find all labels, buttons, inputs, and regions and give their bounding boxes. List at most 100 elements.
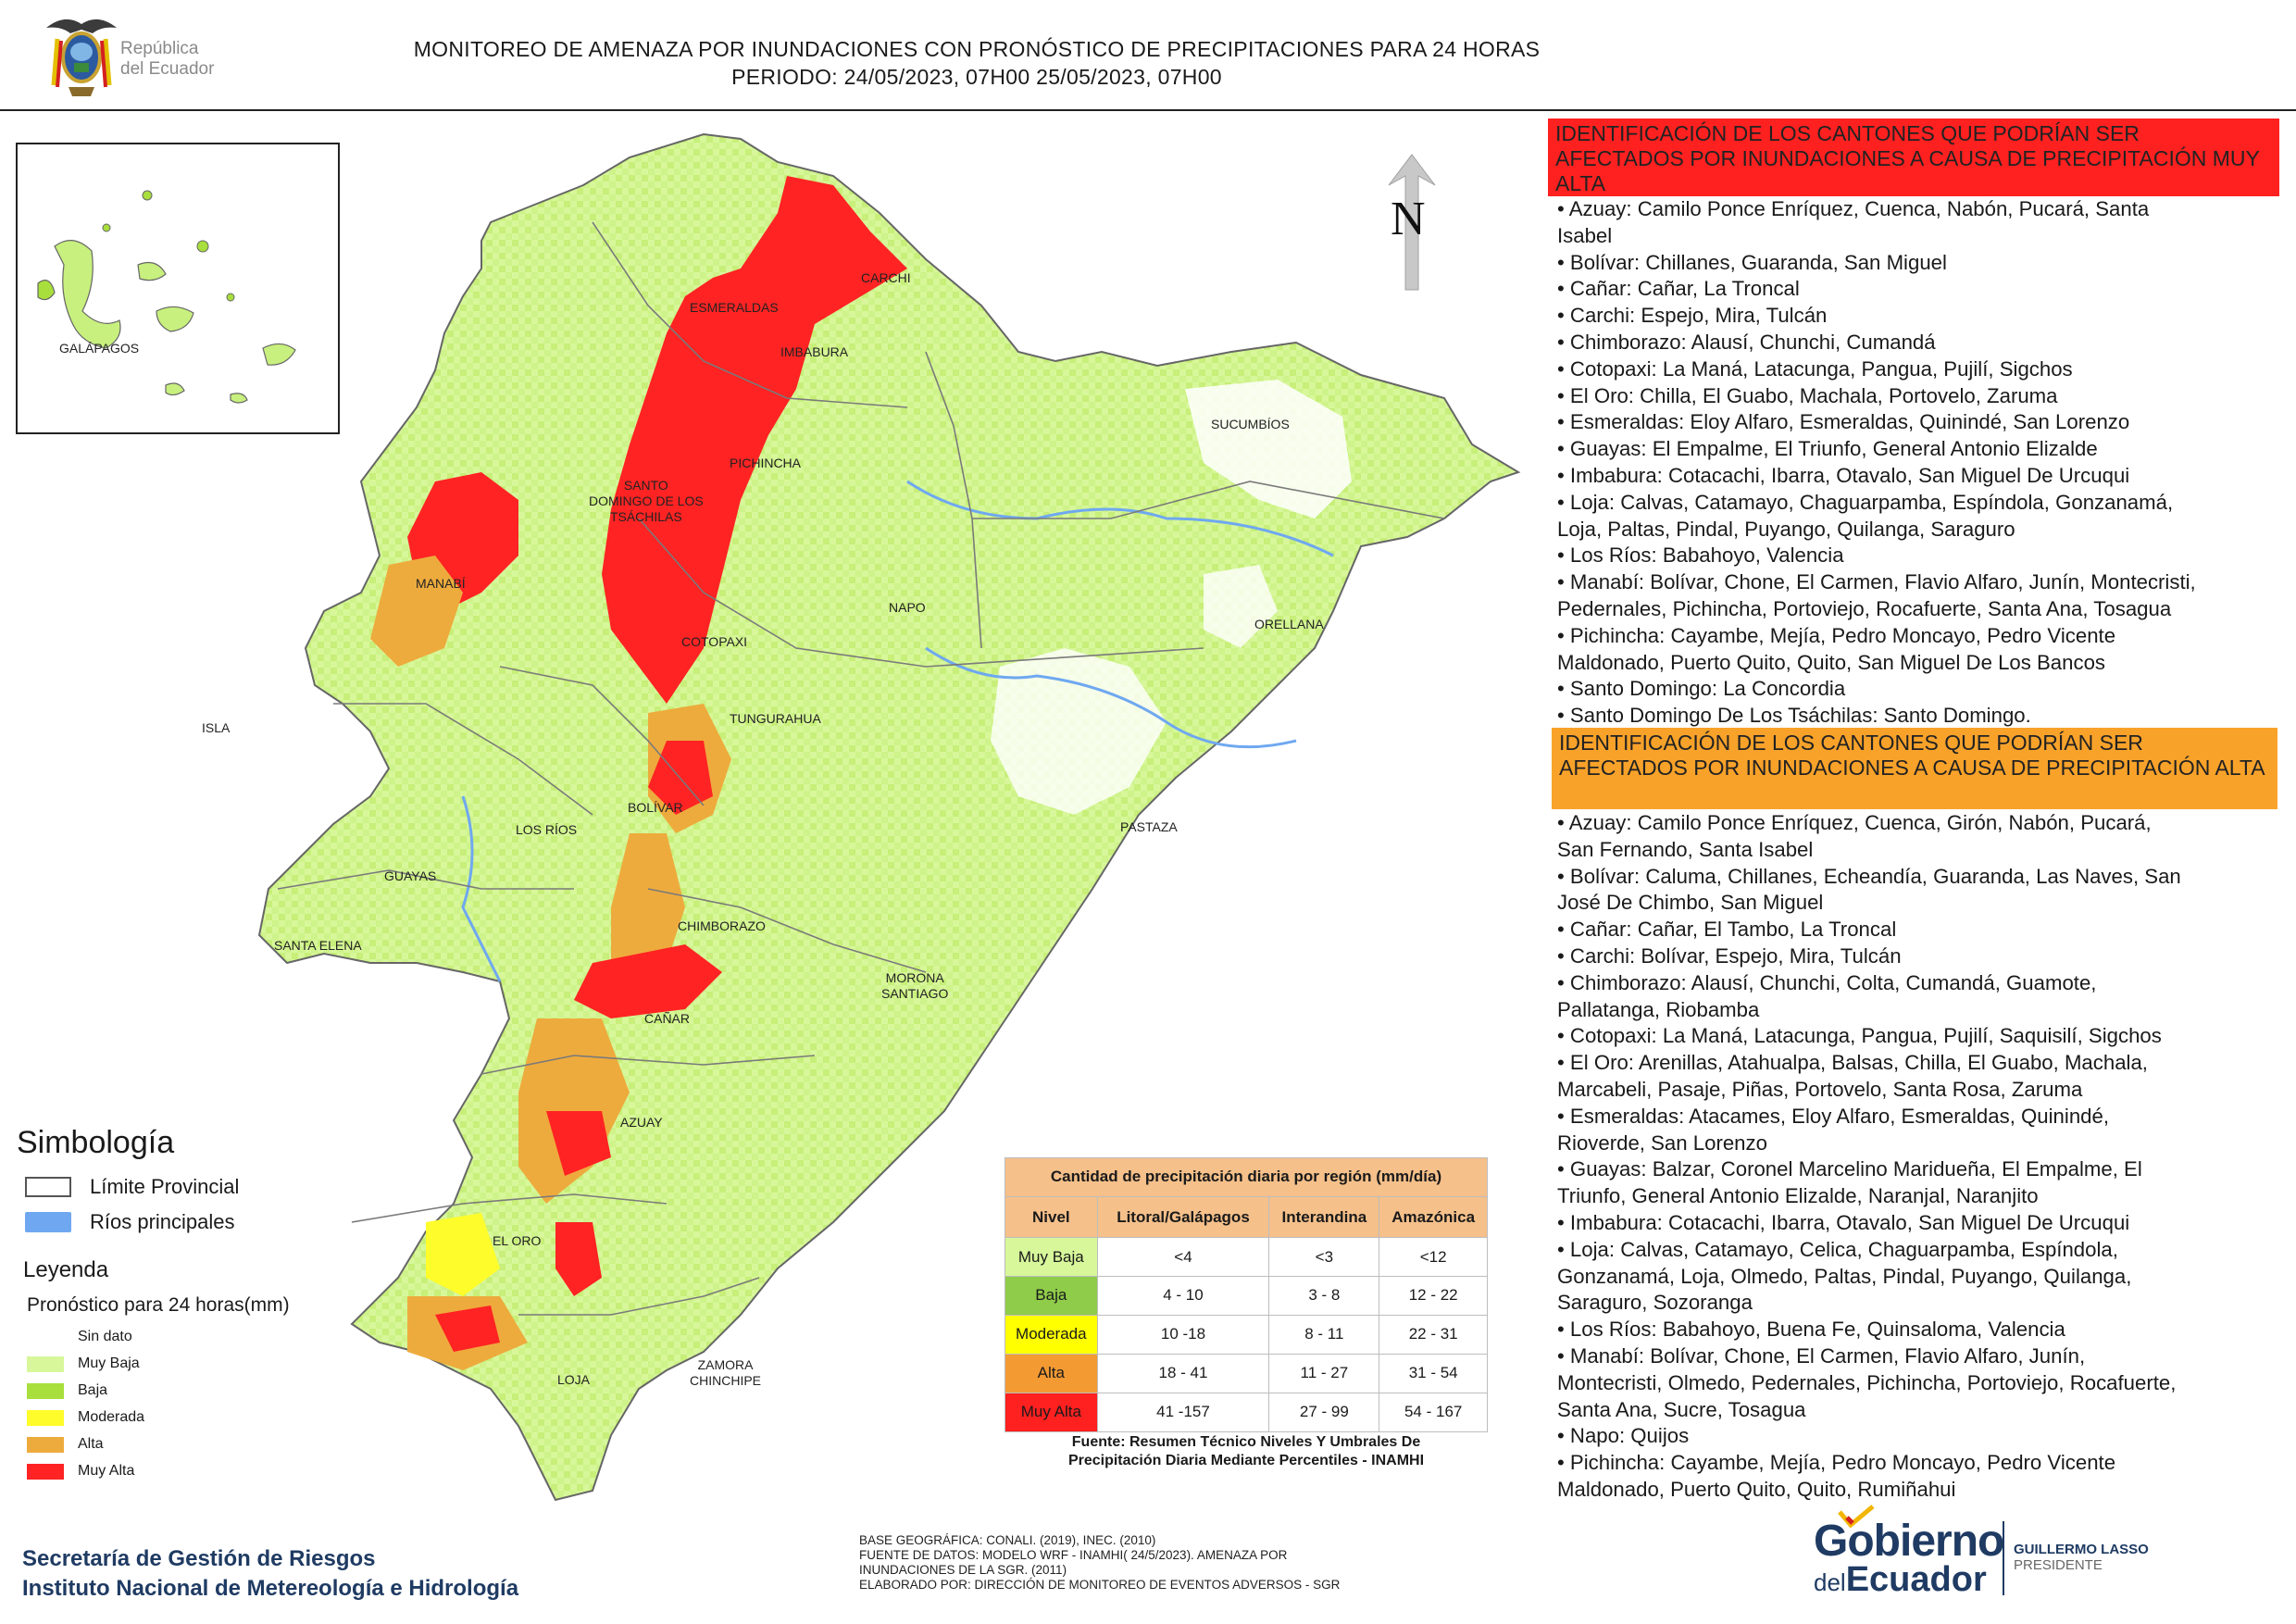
label-sucumbios: SUCUMBÍOS — [1211, 417, 1290, 431]
footer-note: BASE GEOGRÁFICA: CONALI. (2019), INEC. (… — [859, 1533, 1156, 1547]
table-cell: 12 - 22 — [1379, 1276, 1488, 1316]
logo-text-line1: República — [120, 39, 199, 58]
legend-item: Alta — [27, 1434, 104, 1455]
table-row: Baja 4 - 10 3 - 8 12 - 22 — [1004, 1276, 1488, 1316]
list-item: Montecristi, Olmedo, Pedernales, Pichinc… — [1557, 1370, 2177, 1394]
list-item: • Napo: Quijos — [1557, 1424, 1690, 1448]
label-loja: LOJA — [557, 1372, 591, 1387]
list-item: Rioverde, San Lorenzo — [1557, 1131, 1767, 1155]
republica-logo: República del Ecuador — [37, 11, 259, 100]
table-cell: 27 - 99 — [1268, 1392, 1380, 1433]
san-cristobal-island — [262, 343, 296, 366]
symbol-main-rivers: Ríos principales — [25, 1210, 235, 1234]
table-row: Moderada 10 -18 8 - 11 22 - 31 — [1004, 1314, 1488, 1355]
river-line — [461, 795, 502, 982]
legend-swatch — [27, 1436, 64, 1453]
list-item: • Guayas: El Empalme, El Triunfo, Genera… — [1557, 437, 2098, 461]
label-los-rios: LOS RÍOS — [516, 822, 578, 837]
alta-zone — [370, 556, 463, 667]
legend-swatch — [27, 1329, 64, 1345]
label-carchi: CARCHI — [861, 270, 911, 285]
list-item: Pedernales, Pichincha, Portoviejo, Rocaf… — [1557, 596, 2172, 620]
list-item: Pallatanga, Riobamba — [1557, 997, 1760, 1021]
list-item: Maldonado, Puerto Quito, Quito, Rumiñahu… — [1557, 1477, 1956, 1501]
label-cotopaxi: COTOPAXI — [681, 634, 748, 649]
label-manabi: MANABÍ — [416, 576, 466, 591]
label-esmeraldas: ESMERALDAS — [690, 300, 779, 315]
north-arrow: N — [1379, 153, 1444, 292]
list-item: • Manabí: Bolívar, Chone, El Carmen, Fla… — [1557, 1343, 2086, 1368]
list-item: • El Oro: Chilla, El Guabo, Machala, Por… — [1557, 383, 2058, 407]
org-inamhi: Instituto Nacional de Metereología e Hid… — [22, 1576, 519, 1601]
list-item: • El Oro: Arenillas, Atahualpa, Balsas, … — [1557, 1051, 2148, 1075]
footer-organizations: Secretaría de Gestión de Riesgos Institu… — [22, 1544, 518, 1604]
logo-check-icon — [1838, 1505, 1875, 1529]
legend-swatch — [27, 1355, 64, 1372]
symbol-provincial-limit: Límite Provincial — [25, 1175, 239, 1199]
list-item: • Cotopaxi: La Maná, Latacunga, Pangua, … — [1557, 356, 2073, 381]
north-arrow-icon — [1388, 154, 1436, 291]
label-el-oro: EL ORO — [493, 1233, 542, 1248]
label-pichincha: PICHINCHA — [730, 456, 802, 470]
precipitation-table: Cantidad de precipitación diaria por reg… — [1004, 1157, 1488, 1433]
muy-alta-zone — [574, 944, 722, 1018]
table-cell: 31 - 54 — [1379, 1353, 1488, 1393]
table-cell: 22 - 31 — [1379, 1314, 1488, 1355]
list-item: • Santo Domingo: La Concordia — [1557, 677, 1846, 701]
list-item: • Bolívar: Caluma, Chillanes, Echeandía,… — [1557, 864, 2181, 888]
provincial-limit-swatch — [25, 1177, 71, 1197]
muy-alta-zone — [555, 1222, 602, 1296]
header: República del Ecuador MONITOREO DE AMENA… — [0, 0, 2296, 111]
table-cell: 8 - 11 — [1268, 1314, 1380, 1355]
table-row: Muy Alta 41 -157 27 - 99 54 - 167 — [1004, 1392, 1488, 1433]
list-item: • Santo Domingo De Los Tsáchilas: Santo … — [1557, 704, 2031, 728]
santa-cruz-island — [156, 306, 194, 332]
river-line — [906, 480, 1334, 557]
symbol-label: Ríos principales — [90, 1210, 235, 1233]
label-tungurahua: TUNGURAHUA — [730, 711, 821, 726]
legend-swatch — [27, 1382, 64, 1399]
label-orellana: ORELLANA — [1254, 617, 1324, 631]
table-cell: 4 - 10 — [1096, 1276, 1270, 1316]
list-item: • Bolívar: Chillanes, Guaranda, San Migu… — [1557, 250, 1947, 274]
footer-note: FUENTE DE DATOS: MODELO WRF - INAMHI( 24… — [859, 1548, 1288, 1562]
list-item: • Imbabura: Cotacachi, Ibarra, Otavalo, … — [1557, 463, 2130, 487]
map-period: PERIODO: 24/05/2023, 07H00 25/05/2023, 0… — [731, 65, 1222, 89]
map-legend: Simbología Límite Provincial Ríos princi… — [14, 1125, 384, 1495]
muy-alta-zone — [602, 176, 907, 704]
table-cell: <4 — [1096, 1237, 1270, 1277]
list-item: Loja, Paltas, Pindal, Puyango, Quilanga,… — [1557, 517, 2015, 541]
table-row: Alta 18 - 41 11 - 27 31 - 54 — [1004, 1353, 1488, 1393]
legend-label: Alta — [78, 1436, 104, 1452]
table-cell: <12 — [1379, 1237, 1488, 1277]
list-item: Triunfo, General Antonio Elizalde, Naran… — [1557, 1184, 2039, 1208]
table-cell: 10 -18 — [1096, 1314, 1270, 1355]
label-pastaza: PASTAZA — [1120, 819, 1178, 834]
list-item: • Manabí: Bolívar, Chone, El Carmen, Fla… — [1557, 570, 2196, 594]
north-label: N — [1391, 193, 1426, 245]
ecuador-map: GALÁPAGOS CARCHI ESMERALDAS IMBABURA SUC… — [0, 111, 1537, 1624]
list-item: • Cañar: Cañar, El Tambo, La Troncal — [1557, 918, 1897, 942]
table-cell: 11 - 27 — [1268, 1353, 1380, 1393]
table-header: Nivel — [1004, 1195, 1098, 1239]
label-galapagos: GALÁPAGOS — [59, 341, 140, 356]
label-imbabura: IMBABURA — [780, 344, 849, 359]
table-header: Litoral/Galápagos — [1096, 1195, 1270, 1239]
muy-alta-header: IDENTIFICACIÓN DE LOS CANTONES QUE PODRÍ… — [1548, 119, 2279, 196]
muy-alta-zone — [546, 1111, 611, 1176]
cantones-panel: IDENTIFICACIÓN DE LOS CANTONES QUE PODRÍ… — [1548, 115, 2279, 1504]
list-item: Saraguro, Sozoranga — [1557, 1291, 1753, 1315]
list-item: • Azuay: Camilo Ponce Enríquez, Cuenca, … — [1557, 811, 2152, 834]
table-cell: <3 — [1268, 1237, 1380, 1277]
list-item: Maldonado, Puerto Quito, Quito, San Migu… — [1557, 650, 2106, 674]
table-row: Muy Baja <4 <3 <12 — [1004, 1237, 1488, 1277]
legend-label: Muy Alta — [78, 1463, 135, 1479]
table-header-row: Nivel Litoral/Galápagos Interandina Amaz… — [1004, 1195, 1488, 1239]
table-header: Interandina — [1268, 1195, 1380, 1239]
logo-divider — [2003, 1521, 2004, 1595]
label-isla: ISLA — [202, 720, 231, 735]
river-line — [925, 646, 1297, 749]
rivers-swatch — [25, 1212, 71, 1232]
footer-notes: BASE GEOGRÁFICA: CONALI. (2019), INEC. (… — [859, 1533, 1433, 1593]
list-item: San Fernando, Santa Isabel — [1557, 837, 1814, 861]
